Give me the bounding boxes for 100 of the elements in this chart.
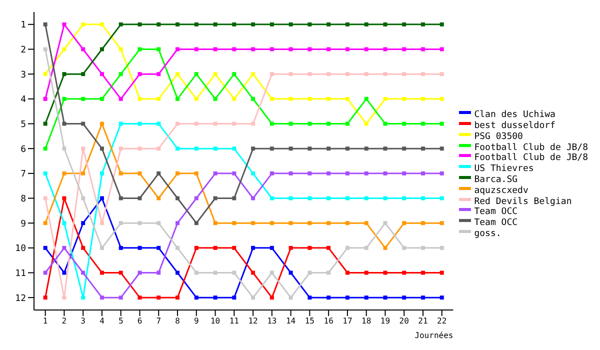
point	[326, 72, 331, 76]
x-tick-label: 8	[175, 316, 180, 326]
point	[288, 246, 293, 250]
x-tick-label: 16	[324, 316, 334, 326]
legend-label: Red Devils Belgian	[474, 196, 572, 207]
point	[232, 296, 236, 300]
point	[270, 122, 274, 126]
point	[81, 196, 86, 200]
point	[364, 196, 368, 200]
point	[213, 22, 218, 26]
point	[156, 270, 161, 275]
point	[364, 122, 368, 126]
point	[440, 270, 444, 275]
point	[345, 96, 350, 101]
point	[345, 72, 350, 76]
point	[100, 47, 104, 52]
x-tick-label: 13	[267, 316, 277, 326]
y-tick-label: 3	[20, 70, 26, 80]
point	[383, 246, 388, 250]
point	[383, 22, 388, 26]
point	[43, 270, 48, 275]
point	[81, 270, 86, 275]
point	[62, 22, 66, 26]
point	[194, 246, 198, 250]
point	[213, 96, 218, 101]
point	[440, 221, 444, 226]
point	[402, 246, 406, 250]
point	[345, 196, 350, 200]
point	[402, 196, 406, 200]
y-tick-label: 1	[20, 20, 26, 31]
point	[138, 122, 142, 126]
point	[288, 72, 293, 76]
point	[270, 47, 274, 52]
y-tick-label: 4	[20, 95, 26, 106]
point	[232, 196, 236, 200]
point	[270, 171, 274, 176]
point	[100, 22, 104, 26]
point	[251, 72, 256, 76]
point	[420, 47, 425, 52]
point	[288, 47, 293, 52]
point	[440, 47, 444, 52]
point	[138, 296, 142, 300]
point	[232, 47, 236, 52]
point	[156, 146, 161, 151]
point	[194, 47, 198, 52]
point	[345, 22, 350, 26]
x-tick-label: 15	[304, 316, 315, 326]
point	[176, 47, 180, 52]
point	[62, 96, 66, 101]
legend-label: Team OCC	[474, 207, 518, 218]
point	[364, 72, 368, 76]
y-tick-label: 6	[20, 144, 26, 155]
point	[383, 196, 388, 200]
point	[288, 270, 293, 275]
point	[251, 122, 256, 126]
point	[156, 122, 161, 126]
x-tick-label: 1	[42, 316, 48, 326]
point	[326, 296, 331, 300]
point	[270, 196, 274, 200]
legend-label: Barca.SG	[474, 175, 518, 186]
point	[251, 270, 256, 275]
point	[402, 171, 406, 176]
point	[308, 122, 312, 126]
point	[364, 171, 368, 176]
point	[194, 270, 198, 275]
point	[81, 122, 86, 126]
point	[288, 146, 293, 151]
point	[156, 47, 161, 52]
point	[156, 246, 161, 250]
y-tick-label: 12	[15, 294, 26, 304]
point	[138, 171, 142, 176]
point	[176, 72, 180, 76]
point	[156, 196, 161, 200]
y-tick-label: 7	[20, 170, 26, 180]
point	[194, 122, 198, 126]
point	[138, 47, 142, 52]
point	[81, 72, 86, 76]
x-tick-label: 10	[210, 316, 220, 326]
point	[420, 122, 425, 126]
point	[288, 196, 293, 200]
legend-label: US Thievres	[474, 164, 534, 175]
x-tick-label: 19	[380, 316, 390, 326]
point	[81, 296, 86, 300]
point	[118, 270, 123, 275]
point	[440, 171, 444, 176]
point	[194, 22, 198, 26]
x-tick-label: 4	[100, 316, 105, 326]
x-tick-label: 12	[248, 316, 258, 326]
point	[270, 296, 274, 300]
legend-label: Clan des Uchiwa	[474, 110, 556, 121]
point	[194, 221, 198, 226]
point	[288, 221, 293, 226]
point	[100, 146, 104, 151]
point	[81, 47, 86, 52]
point	[251, 146, 256, 151]
legend-label: Team OCC	[474, 218, 518, 229]
point	[251, 246, 256, 250]
point	[100, 246, 104, 250]
point	[100, 96, 104, 101]
point	[345, 122, 350, 126]
